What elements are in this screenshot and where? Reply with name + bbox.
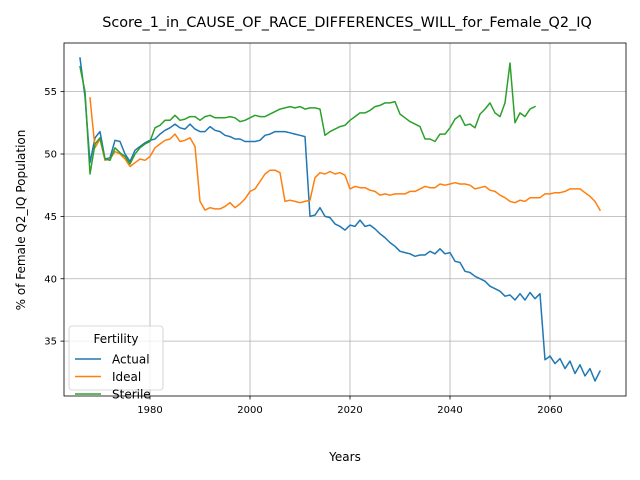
legend: Fertility Actual Ideal Sterile	[68, 325, 164, 401]
y-tick-label: 45	[44, 212, 57, 223]
legend-box	[68, 325, 164, 391]
series-line-ideal	[89, 97, 602, 212]
series-line-sterile	[79, 62, 537, 175]
x-axis-label: Years	[328, 450, 361, 464]
x-tick-label: 1980	[137, 405, 162, 416]
legend-label-actual: Actual	[112, 352, 150, 366]
y-tick-label: 50	[44, 150, 57, 161]
axes-frame	[63, 42, 627, 397]
y-axis-ticks: 35 40 45 50 55	[44, 87, 64, 348]
legend-title: Fertility	[93, 332, 138, 346]
series-lines	[79, 57, 602, 382]
x-tick-label: 2040	[437, 405, 462, 416]
legend-label-sterile: Sterile	[112, 387, 151, 401]
legend-items: Actual Ideal Sterile	[75, 352, 151, 401]
series-line-actual	[79, 57, 602, 382]
x-axis-ticks: 1980 2000 2020 2040 2060	[137, 396, 563, 416]
x-tick-label: 2000	[237, 405, 262, 416]
grid-lines	[64, 43, 626, 396]
y-tick-label: 40	[44, 274, 57, 285]
chart-title: Score_1_in_CAUSE_OF_RACE_DIFFERENCES_WIL…	[102, 15, 592, 31]
x-tick-label: 2060	[537, 405, 562, 416]
x-tick-label: 2020	[337, 405, 362, 416]
y-tick-label: 55	[44, 87, 57, 98]
y-axis-label: % of Female Q2_IQ Population	[14, 130, 28, 311]
y-tick-label: 35	[44, 337, 57, 348]
legend-label-ideal: Ideal	[112, 370, 141, 384]
